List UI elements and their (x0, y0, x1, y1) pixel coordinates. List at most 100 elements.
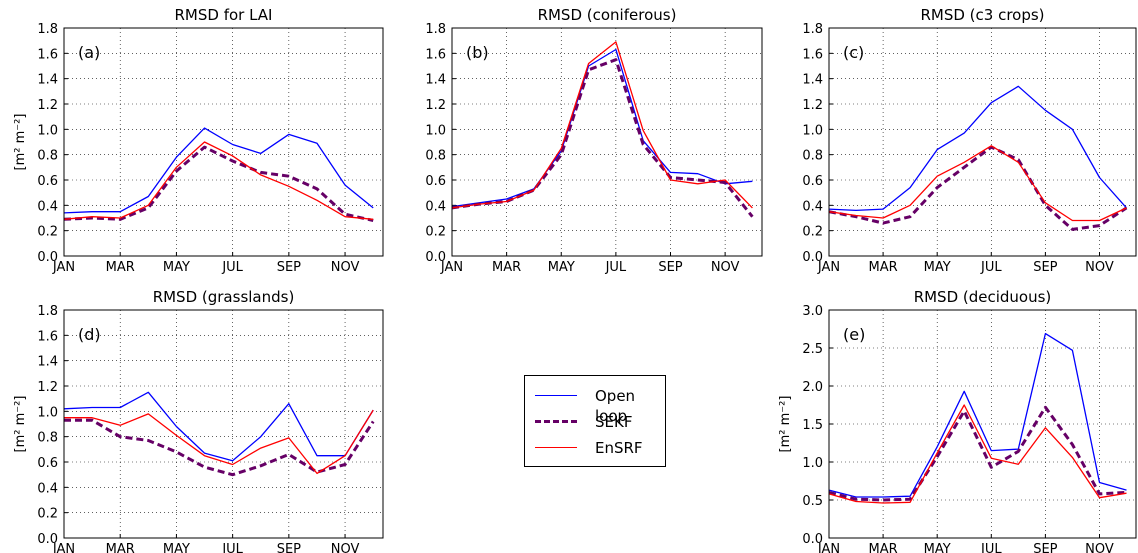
chart-title: RMSD (c3 crops) (920, 6, 1044, 24)
y-tick-label: 1.8 (37, 22, 58, 37)
panel-3: 0.0 0.2 0.4 0.6 0.8 1.0 1.2 1.4 1.6 1.8 JAN MAR MAY J… (802, 6, 1137, 275)
y-tick-label: 0.8 (37, 431, 58, 446)
plot-frame (828, 309, 1137, 539)
y-tick-label: 1.8 (425, 22, 446, 37)
chart-title: RMSD for LAI (175, 6, 273, 24)
y-axis-label: [m² m⁻²] (13, 114, 28, 171)
y-axis-label: [m² m⁻²] (778, 396, 793, 453)
x-tick-label: SEP (1033, 542, 1057, 553)
x-tick-label: JAN (440, 260, 463, 275)
x-tick-label: JUL (605, 260, 627, 275)
series-line-sekf (451, 58, 754, 218)
y-tick-label: 0.0 (37, 532, 58, 547)
y-tick-label: 0.6 (37, 456, 58, 471)
legend-label-sekf: SEKF (595, 413, 633, 431)
chart-title: RMSD (grasslands) (153, 288, 295, 306)
y-tick-label: 0.2 (37, 225, 58, 240)
panel-1: 0.0 0.2 0.4 0.6 0.8 1.0 1.2 1.4 1.6 1.8 JAN MAR MAY J… (13, 6, 384, 275)
legend-swatch-open-loop (535, 395, 577, 396)
series-line-ensrf (828, 404, 1127, 504)
y-tick-label: 1.2 (37, 98, 58, 113)
y-tick-label: 1.0 (37, 123, 58, 138)
y-tick-label: 1.6 (37, 329, 58, 344)
x-tick-label: JAN (52, 260, 75, 275)
y-tick-label: 0.0 (425, 250, 446, 265)
series-line-ensrf (828, 145, 1127, 222)
y-tick-label: 1.4 (802, 73, 823, 88)
y-tick-label: 1.2 (802, 98, 823, 113)
x-tick-label: NOV (1085, 260, 1114, 275)
x-tick-label: NOV (331, 542, 360, 553)
plot-frame (451, 27, 763, 257)
x-tick-label: SEP (1033, 260, 1057, 275)
y-tick-label: 2.0 (802, 380, 823, 395)
panel-label: (a) (78, 43, 100, 62)
y-axis-label: [m² m⁻²] (13, 396, 28, 453)
x-tick-label: MAY (924, 260, 951, 275)
x-tick-label: MAR (869, 260, 898, 275)
plot-frame (63, 27, 384, 257)
x-tick-label: SEP (277, 542, 301, 553)
panel-2: 0.0 0.2 0.4 0.6 0.8 1.0 1.2 1.4 1.6 1.8 JAN MAR MAY J… (425, 6, 763, 275)
chart-title: RMSD (coniferous) (538, 6, 677, 24)
y-tick-label: 0.6 (425, 174, 446, 189)
legend-item-ensrf: EnSRF (525, 438, 665, 458)
y-tick-label: 1.6 (802, 47, 823, 62)
y-tick-label: 0.4 (802, 199, 823, 214)
y-tick-label: 1.2 (425, 98, 446, 113)
y-tick-label: 1.0 (802, 456, 823, 471)
y-tick-label: 0.8 (802, 149, 823, 164)
y-tick-label: 0.6 (802, 174, 823, 189)
y-tick-label: 0.8 (37, 149, 58, 164)
series-line-open-loop (828, 332, 1127, 498)
y-tick-label: 1.6 (425, 47, 446, 62)
chart-title: RMSD (deciduous) (914, 288, 1052, 306)
x-tick-label: NOV (1085, 542, 1114, 553)
series-line-sekf (63, 145, 374, 222)
series-line-ensrf (451, 41, 753, 209)
x-tick-label: SEP (277, 260, 301, 275)
legend-swatch-sekf (535, 420, 577, 423)
x-tick-label: JAN (817, 542, 840, 553)
y-tick-label: 1.0 (802, 123, 823, 138)
x-tick-label: JUL (221, 260, 243, 275)
x-tick-label: NOV (711, 260, 740, 275)
legend-swatch-ensrf (535, 447, 577, 448)
panel-5: 0.0 0.5 1.0 1.5 2.0 2.5 3.0 JAN MAR MAY JUL SEP NOV R… (778, 288, 1137, 553)
x-tick-label: JUL (980, 542, 1002, 553)
panel-label: (c) (843, 43, 864, 62)
x-tick-label: NOV (331, 260, 360, 275)
y-tick-label: 0.0 (802, 532, 823, 547)
x-tick-label: MAY (163, 542, 190, 553)
plot-frame (828, 27, 1137, 257)
x-tick-label: MAR (492, 260, 521, 275)
x-tick-label: JUL (221, 542, 243, 553)
y-tick-label: 0.2 (425, 225, 446, 240)
series-line-sekf (828, 405, 1127, 502)
series-line-open-loop (63, 127, 374, 214)
series-line-ensrf (63, 141, 374, 220)
y-tick-label: 0.2 (802, 225, 823, 240)
panel-label: (e) (843, 325, 865, 344)
x-tick-label: MAY (548, 260, 575, 275)
x-tick-label: MAY (924, 542, 951, 553)
y-tick-label: 0.4 (37, 199, 58, 214)
x-tick-label: JUL (980, 260, 1002, 275)
x-tick-label: MAY (163, 260, 190, 275)
x-tick-label: SEP (658, 260, 682, 275)
series-line-open-loop (63, 391, 374, 462)
plot-frame (63, 309, 384, 539)
y-tick-label: 1.8 (802, 22, 823, 37)
y-tick-label: 1.0 (37, 405, 58, 420)
series-line-sekf (828, 145, 1128, 231)
y-tick-label: 1.4 (37, 73, 58, 88)
y-tick-label: 1.8 (37, 304, 58, 319)
legend-label-ensrf: EnSRF (595, 439, 643, 457)
legend-item-sekf: SEKF (525, 412, 665, 432)
x-tick-label: MAR (106, 542, 135, 553)
y-tick-label: 1.2 (37, 380, 58, 395)
y-tick-label: 0.4 (37, 481, 58, 496)
series-line-open-loop (451, 48, 753, 208)
x-tick-label: JAN (52, 542, 75, 553)
